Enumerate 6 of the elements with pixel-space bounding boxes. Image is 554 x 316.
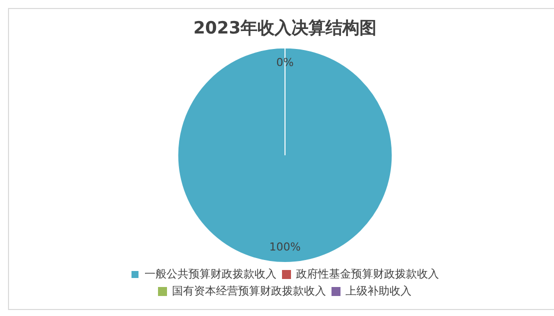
- legend-label: 上级补助收入: [346, 284, 412, 298]
- legend-label: 国有资本经营预算财政拨款收入: [172, 284, 326, 298]
- legend-label: 一般公共预算财政拨款收入: [144, 267, 276, 280]
- data-label: 100%: [269, 240, 301, 254]
- legend-label: 政府性基金预算财政拨款收入: [296, 267, 439, 280]
- chart-title: 2023年收入决算结构图: [193, 18, 377, 39]
